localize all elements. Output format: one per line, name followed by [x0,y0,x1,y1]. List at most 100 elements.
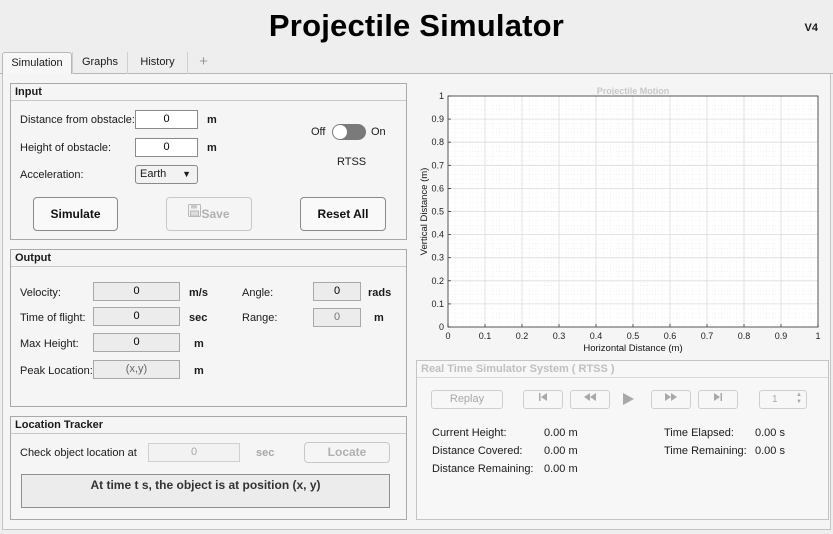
velocity-output: 0 [93,282,180,301]
distance-covered-label: Distance Covered: [432,445,523,457]
input-panel: Input Distance from obstacle: 0 m Height… [10,83,407,240]
height-input[interactable]: 0 [135,138,198,157]
y-tick-label: 0.9 [431,114,444,124]
x-tick-label: 0.8 [738,331,751,341]
range-output: 0 [313,308,361,327]
y-tick-label: 0.5 [431,207,444,217]
distance-label: Distance from obstacle: [20,114,135,126]
locate-button[interactable]: Locate [304,442,390,463]
tracker-time-input[interactable]: 0 [148,443,240,462]
check-location-label: Check object location at [20,447,137,459]
y-tick-label: 0.3 [431,253,444,263]
fast-forward-icon [664,393,678,405]
peak-location-unit: m [194,365,204,377]
y-tick-label: 1 [439,91,444,101]
acceleration-label: Acceleration: [20,169,84,181]
x-tick-label: 0.2 [516,331,529,341]
y-tick-label: 0.6 [431,183,444,193]
time-elapsed-value: 0.00 s [755,427,785,439]
x-tick-label: 0.1 [479,331,492,341]
x-tick-label: 0.5 [627,331,640,341]
location-tracker-title: Location Tracker [11,417,406,434]
time-remaining-value: 0.00 s [755,445,785,457]
skip-forward-icon [712,393,724,405]
save-button-label: Save [201,207,230,221]
peak-location-output: (x,y) [93,360,180,379]
y-tick-label: 0.8 [431,137,444,147]
x-tick-label: 0 [445,331,450,341]
reset-all-button[interactable]: Reset All [300,197,386,231]
replay-button[interactable]: Replay [431,390,503,409]
play-button[interactable] [621,392,635,409]
speed-value: 1 [772,394,778,405]
rtss-panel-title: Real Time Simulator System ( RTSS ) [417,361,828,378]
rtss-toggle[interactable] [332,124,366,140]
projectile-motion-chart: 0 0.1 0.2 0.3 0.4 0.5 0.6 0.7 0.8 0.9 1 0 0.1 0.2 0.3 0… [419,86,821,354]
tab-history[interactable]: History [127,52,187,74]
floppy-disk-icon [188,197,202,229]
play-icon [621,393,635,409]
y-tick-label: 0.4 [431,230,444,240]
tracker-time-unit: sec [256,447,275,459]
simulation-tab-content: Input Distance from obstacle: 0 m Height… [2,74,831,530]
rewind-icon [583,393,597,405]
location-tracker-panel: Location Tracker Check object location a… [10,416,407,520]
y-axis-label: Vertical Distance (m) [419,168,430,256]
save-button[interactable]: Save [166,197,252,231]
chevron-down-icon: ▼ [182,169,191,179]
output-panel: Output Velocity: 0 m/s Time of flight: 0… [10,249,407,407]
rtss-panel: Real Time Simulator System ( RTSS ) Repl… [416,360,829,520]
y-tick-label: 0.2 [431,276,444,286]
x-tick-label: 0.9 [775,331,788,341]
toggle-on-label: On [371,126,386,138]
plot-frame [447,95,819,328]
chart-title: Projectile Motion [597,86,670,96]
skip-forward-button[interactable] [698,390,738,409]
time-elapsed-label: Time Elapsed: [664,427,734,439]
fast-forward-button[interactable] [651,390,691,409]
tab-graphs[interactable]: Graphs [72,52,127,74]
x-tick-label: 0.3 [553,331,566,341]
x-tick-label: 1 [815,331,820,341]
rtss-label: RTSS [337,156,367,168]
current-height-value: 0.00 m [544,427,578,439]
toggle-off-label: Off [311,126,326,138]
x-tick-label: 0.6 [664,331,677,341]
output-panel-title: Output [11,250,406,267]
angle-label: Angle: [242,287,274,299]
stepper-arrows-icon: ▲ ▼ [796,392,802,405]
max-height-output: 0 [93,333,180,352]
tab-bar: Simulation Graphs History + [0,52,833,75]
skip-back-button[interactable] [523,390,563,409]
distance-covered-value: 0.00 m [544,445,578,457]
acceleration-dropdown[interactable]: Earth ▼ [135,165,198,184]
time-of-flight-output: 0 [93,307,180,326]
x-axis-label: Horizontal Distance (m) [583,343,682,354]
distance-unit: m [207,114,217,126]
max-height-unit: m [194,338,204,350]
speed-stepper[interactable]: 1 ▲ ▼ [759,390,807,409]
angle-unit: rads [368,287,392,299]
time-remaining-label: Time Remaining: [664,445,747,457]
rewind-button[interactable] [570,390,610,409]
x-tick-label: 0.7 [701,331,714,341]
time-of-flight-label: Time of flight: [20,312,86,324]
toggle-knob [333,125,347,139]
distance-input[interactable]: 0 [135,110,198,129]
height-label: Height of obstacle: [20,142,112,154]
skip-back-icon [537,393,549,405]
app-title: Projectile Simulator [268,8,565,43]
simulate-button[interactable]: Simulate [33,197,118,231]
x-tick-label: 0.4 [590,331,603,341]
y-tick-label: 0 [439,322,444,332]
distance-remaining-value: 0.00 m [544,463,578,475]
y-tick-label: 0.7 [431,160,444,170]
tab-simulation[interactable]: Simulation [2,52,72,75]
add-tab-button[interactable]: + [187,52,219,74]
tracker-result-message: At time t s, the object is at position (… [21,474,390,508]
projectile-motion-plot: 0 0.1 0.2 0.3 0.4 0.5 0.6 0.7 0.8 0.9 1 0 0.1 0.2 0.3 0… [415,84,829,354]
input-panel-title: Input [11,84,406,101]
max-height-label: Max Height: [20,338,79,350]
angle-output: 0 [313,282,361,301]
velocity-label: Velocity: [20,287,61,299]
